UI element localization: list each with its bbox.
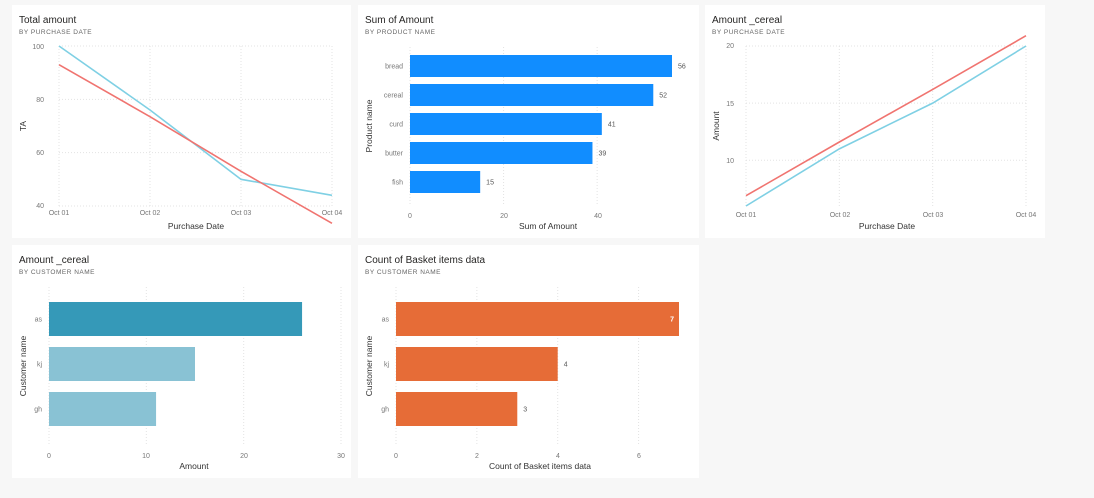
bar-kj: [396, 347, 558, 381]
y-axis-label: Product name: [364, 99, 374, 152]
category-label: fish: [392, 180, 403, 187]
bar-as: [396, 302, 679, 336]
y-tick: 40: [36, 203, 44, 210]
x-axis-label: Sum of Amount: [519, 221, 578, 231]
x-tick: 0: [394, 453, 398, 460]
chart-title: Amount _cereal: [712, 15, 783, 26]
bar-bread: [410, 55, 672, 77]
x-tick: Oct 02: [830, 212, 851, 219]
x-tick: 40: [594, 213, 602, 220]
data-label: 15: [486, 180, 494, 187]
series-line-trend: [58, 63, 333, 225]
data-label: 7: [670, 317, 674, 324]
x-tick: 0: [47, 453, 51, 460]
category-label: butter: [385, 151, 404, 158]
line-chart-total-amount: 100 80 60 40 Oct 01 Oct 02 Oct 03 Oct 04…: [18, 44, 343, 231]
x-tick: Oct 03: [231, 210, 252, 217]
x-axis-label: Count of Basket items data: [489, 461, 591, 471]
x-tick: 2: [475, 453, 479, 460]
x-tick: Oct 04: [322, 210, 343, 217]
category-label: as: [35, 317, 43, 324]
x-axis-label: Purchase Date: [859, 221, 915, 231]
y-tick: 80: [36, 97, 44, 104]
chart-title: Sum of Amount: [365, 15, 434, 26]
data-label: 4: [564, 362, 568, 369]
x-tick: Oct 02: [140, 210, 161, 217]
category-label: cereal: [384, 93, 404, 100]
chart-title: Amount _cereal: [19, 255, 90, 266]
y-tick: 20: [726, 43, 734, 50]
x-tick: Oct 01: [49, 210, 70, 217]
x-tick: 20: [240, 453, 248, 460]
category-label: kj: [37, 362, 43, 369]
chart-title: Total amount: [19, 15, 77, 26]
series-line-trend: [745, 35, 1027, 197]
bar-kj: [49, 347, 195, 381]
chart-subtitle: BY PURCHASE DATE: [712, 29, 786, 36]
bar-gh: [49, 392, 157, 426]
chart-tile-sum-of-amount[interactable]: Sum of Amount BY PRODUCT NAME 0 20 40 Su…: [358, 5, 699, 238]
chart-subtitle: BY CUSTOMER NAME: [365, 269, 442, 276]
category-label: kj: [384, 362, 390, 369]
series-line-actual: [58, 45, 333, 197]
x-tick: 10: [142, 453, 150, 460]
chart-tile-amount-cereal-by-date[interactable]: Amount _cereal BY PURCHASE DATE 20 15 10…: [705, 5, 1045, 238]
chart-title: Count of Basket items data: [365, 255, 486, 266]
bar-gh: [396, 392, 518, 426]
chart-tile-total-amount[interactable]: Total amount BY PURCHASE DATE 100 80 60 …: [12, 5, 351, 238]
x-tick: Oct 04: [1016, 212, 1037, 219]
chart-subtitle: BY PURCHASE DATE: [19, 29, 93, 36]
data-label: 52: [659, 93, 667, 100]
y-tick: 10: [726, 158, 734, 165]
data-label: 3: [523, 407, 527, 414]
data-label: 39: [598, 151, 606, 158]
x-tick: 30: [337, 453, 345, 460]
x-tick: Oct 03: [923, 212, 944, 219]
x-tick: 0: [408, 213, 412, 220]
category-label: as: [382, 317, 390, 324]
y-axis-label: TA: [18, 121, 28, 132]
y-axis-label: Customer name: [364, 335, 374, 396]
chart-tile-count-of-basket-items[interactable]: Count of Basket items data BY CUSTOMER N…: [358, 245, 699, 478]
bar-chart-count-basket-items: 0 2 4 6 Count of Basket items data Custo…: [364, 287, 679, 471]
bar-cereal: [410, 84, 654, 106]
category-label: gh: [34, 407, 42, 414]
chart-tile-amount-cereal-by-customer[interactable]: Amount _cereal BY CUSTOMER NAME 0 10 20 …: [12, 245, 351, 478]
bar-chart-amount-cereal: 0 10 20 30 Amount Customer name as kj gh: [18, 287, 345, 471]
y-axis-label: Customer name: [18, 335, 28, 396]
bar-curd: [410, 113, 602, 135]
category-label: curd: [389, 122, 403, 129]
bar-chart-sum-of-amount: 0 20 40 Sum of Amount Product name bread…: [364, 47, 686, 231]
chart-subtitle: BY CUSTOMER NAME: [19, 269, 96, 276]
y-axis-label: Amount: [711, 111, 721, 141]
category-label: gh: [381, 407, 389, 414]
bar-butter: [410, 142, 593, 164]
y-tick: 15: [726, 101, 734, 108]
bar-as: [49, 302, 303, 336]
line-chart-amount-cereal: 20 15 10 Oct 01 Oct 02 Oct 03 Oct 04 Pur…: [711, 35, 1037, 231]
x-axis-label: Purchase Date: [168, 221, 224, 231]
chart-subtitle: BY PRODUCT NAME: [365, 29, 436, 36]
x-tick: 4: [556, 453, 560, 460]
y-tick: 60: [36, 150, 44, 157]
x-tick: Oct 01: [736, 212, 757, 219]
x-tick: 20: [500, 213, 508, 220]
y-tick: 100: [32, 44, 44, 51]
x-axis-label: Amount: [179, 461, 209, 471]
category-label: bread: [385, 64, 403, 71]
bar-fish: [410, 171, 481, 193]
series-line-actual: [745, 45, 1027, 207]
x-tick: 6: [637, 453, 641, 460]
data-label: 56: [678, 64, 686, 71]
data-label: 41: [608, 122, 616, 129]
